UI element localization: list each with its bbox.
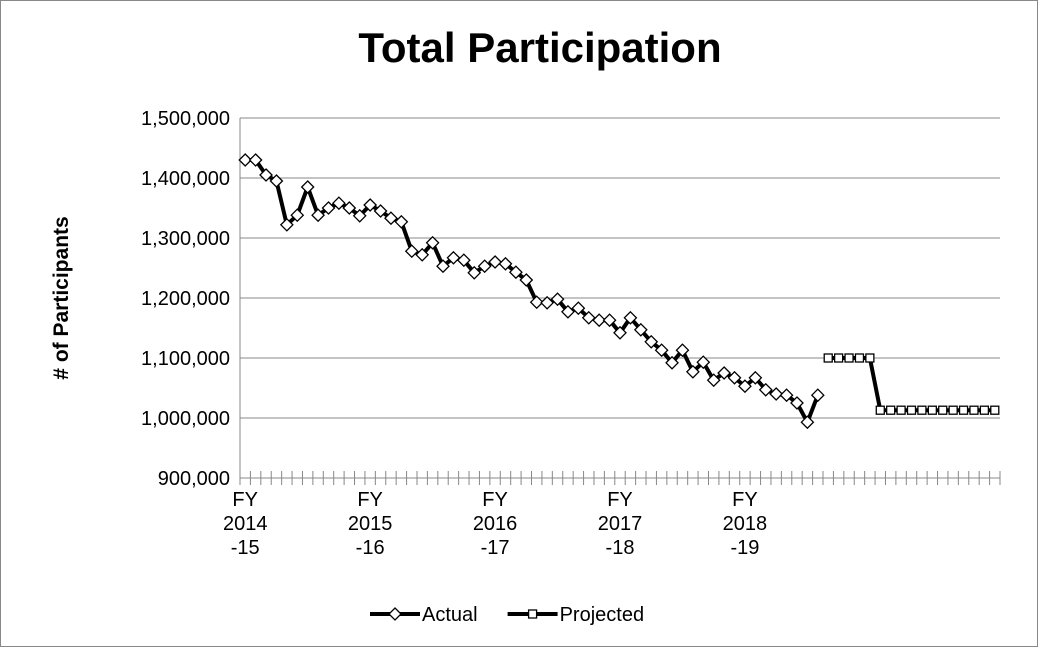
marker	[613, 325, 627, 340]
marker	[748, 370, 763, 385]
y-tick-label: 900,000	[158, 468, 230, 490]
marker	[696, 355, 711, 370]
marker	[519, 273, 534, 287]
marker	[823, 353, 833, 363]
x-tick-label: FY 2017 -18	[598, 489, 643, 559]
y-tick-label: 1,500,000	[141, 108, 230, 130]
marker	[685, 364, 700, 379]
marker	[948, 405, 958, 415]
marker	[665, 355, 679, 370]
marker	[561, 304, 575, 319]
marker	[917, 405, 927, 415]
marker	[654, 343, 669, 358]
marker	[527, 609, 538, 619]
marker	[467, 265, 482, 280]
marker	[373, 204, 388, 218]
marker	[633, 322, 648, 337]
marker	[896, 405, 906, 415]
marker	[529, 295, 544, 310]
marker	[404, 244, 419, 259]
marker	[388, 607, 402, 621]
marker	[927, 405, 937, 415]
marker	[738, 379, 752, 394]
marker	[969, 405, 979, 415]
marker	[415, 247, 430, 262]
marker	[311, 208, 326, 223]
marker	[290, 208, 305, 223]
marker	[938, 405, 948, 415]
y-tick-label: 1,100,000	[141, 348, 230, 370]
marker	[769, 387, 784, 401]
marker	[623, 310, 638, 325]
marker	[342, 201, 357, 215]
marker	[727, 370, 742, 385]
marker	[833, 353, 844, 363]
marker	[363, 198, 378, 212]
marker	[352, 208, 367, 223]
marker	[550, 292, 565, 307]
marker	[758, 382, 773, 397]
marker	[958, 405, 969, 415]
marker	[717, 366, 732, 380]
marker	[279, 217, 294, 232]
marker	[675, 343, 690, 358]
y-tick-label: 1,400,000	[141, 168, 230, 190]
marker	[331, 196, 346, 211]
marker	[248, 153, 263, 167]
marker	[394, 214, 409, 229]
marker	[854, 353, 865, 363]
marker	[477, 259, 492, 274]
marker	[540, 295, 555, 310]
marker	[979, 405, 990, 415]
marker	[581, 310, 596, 325]
marker	[800, 415, 815, 430]
marker	[602, 313, 617, 328]
marker	[321, 201, 336, 215]
marker	[436, 259, 450, 274]
y-tick-label: 1,200,000	[141, 288, 230, 310]
marker	[571, 301, 586, 316]
legend-label: Projected	[560, 604, 645, 626]
x-tick-label: FY 2015 -16	[348, 489, 393, 559]
marker	[810, 388, 825, 403]
marker	[238, 153, 253, 167]
marker	[446, 250, 461, 265]
marker	[865, 353, 875, 363]
y-tick-label: 1,000,000	[141, 408, 230, 430]
y-axis-label: # of Participants	[50, 216, 73, 379]
marker	[790, 396, 804, 410]
marker	[706, 373, 721, 388]
marker	[906, 405, 917, 415]
marker	[498, 256, 513, 271]
marker	[300, 180, 315, 194]
marker	[259, 168, 273, 182]
x-tick-label: FY 2014 -15	[223, 489, 268, 559]
marker	[425, 235, 440, 250]
x-tick-label: FY 2016 -17	[473, 489, 518, 559]
marker	[886, 405, 896, 415]
marker	[269, 174, 284, 188]
marker	[384, 211, 398, 226]
marker	[990, 405, 1000, 415]
marker	[779, 388, 794, 403]
marker	[644, 334, 659, 349]
legend-label: Actual	[422, 604, 478, 626]
chart-title: Total Participation	[358, 24, 721, 71]
marker	[488, 255, 502, 269]
x-tick-label: FY 2018 -19	[723, 489, 768, 559]
marker	[456, 253, 471, 268]
marker	[844, 353, 854, 363]
marker	[592, 313, 607, 328]
y-tick-label: 1,300,000	[141, 228, 230, 250]
marker	[875, 405, 885, 415]
marker	[508, 265, 523, 280]
